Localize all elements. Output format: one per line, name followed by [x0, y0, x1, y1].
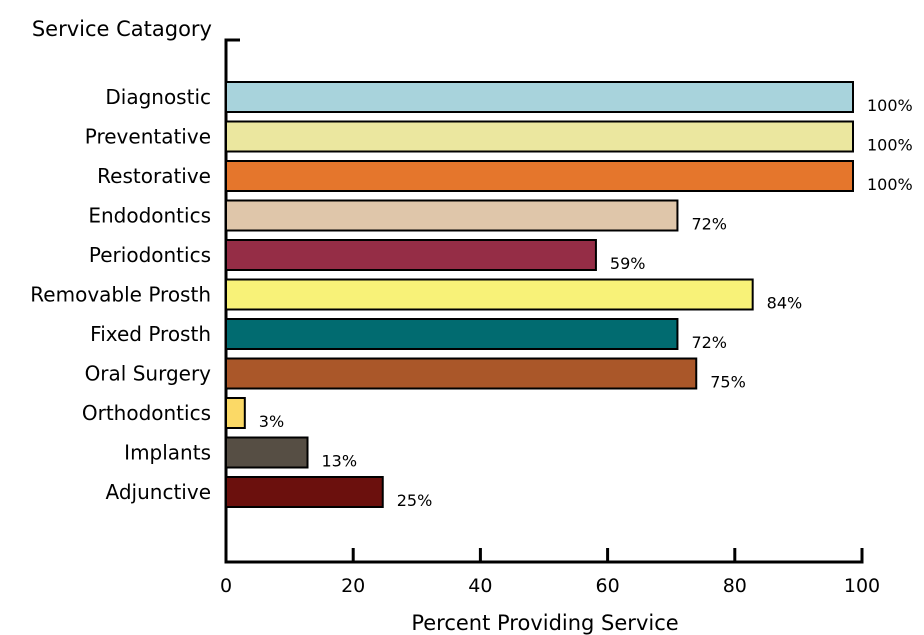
category-label: Removable Prosth	[30, 283, 211, 307]
x-tick-label: 80	[723, 575, 747, 597]
data-label: 75%	[710, 373, 746, 392]
x-ticks: 0 20 40 60 80 100	[220, 548, 880, 597]
value-labels: 100% 100% 100% 72% 59% 84% 72% 75% 3% 13% 25%	[259, 96, 913, 510]
data-label: 59%	[610, 254, 646, 273]
y-axis-title: Service Catagory	[32, 17, 212, 41]
data-label: 100%	[867, 175, 913, 194]
category-label: Diagnostic	[105, 85, 211, 109]
bar	[225, 120, 854, 153]
category-label: Fixed Prosth	[90, 322, 211, 346]
category-label: Implants	[124, 441, 211, 465]
bar	[225, 239, 597, 271]
data-label: 100%	[867, 136, 913, 155]
data-label: 72%	[691, 215, 727, 234]
bar	[225, 357, 698, 390]
data-label: 13%	[322, 452, 358, 471]
bar	[225, 397, 246, 429]
x-axis-title: Percent Providing Service	[411, 611, 678, 635]
bar	[225, 318, 679, 350]
bar	[225, 436, 309, 469]
category-label: Adjunctive	[106, 480, 211, 504]
category-labels: Diagnostic Preventative Restorative Endodon…	[30, 85, 211, 504]
x-tick-label: 0	[220, 575, 232, 597]
x-tick-label: 20	[341, 575, 365, 597]
data-label: 3%	[259, 412, 284, 431]
x-tick-label: 100	[844, 575, 880, 597]
bar	[225, 476, 384, 508]
category-label: Orthodontics	[82, 401, 211, 425]
bar	[225, 160, 854, 192]
category-label: Restorative	[97, 164, 211, 188]
category-label: Periodontics	[89, 243, 211, 267]
x-tick-label: 60	[596, 575, 620, 597]
data-label: 100%	[867, 96, 913, 115]
data-label: 84%	[767, 294, 803, 313]
data-label: 72%	[691, 333, 727, 352]
x-tick-label: 40	[468, 575, 492, 597]
bar	[225, 199, 679, 232]
category-label: Oral Surgery	[85, 362, 212, 386]
category-label: Endodontics	[88, 204, 211, 228]
bar	[225, 81, 854, 113]
bars	[225, 81, 854, 508]
category-label: Preventative	[85, 125, 211, 149]
data-label: 25%	[397, 491, 433, 510]
bar	[225, 278, 754, 311]
